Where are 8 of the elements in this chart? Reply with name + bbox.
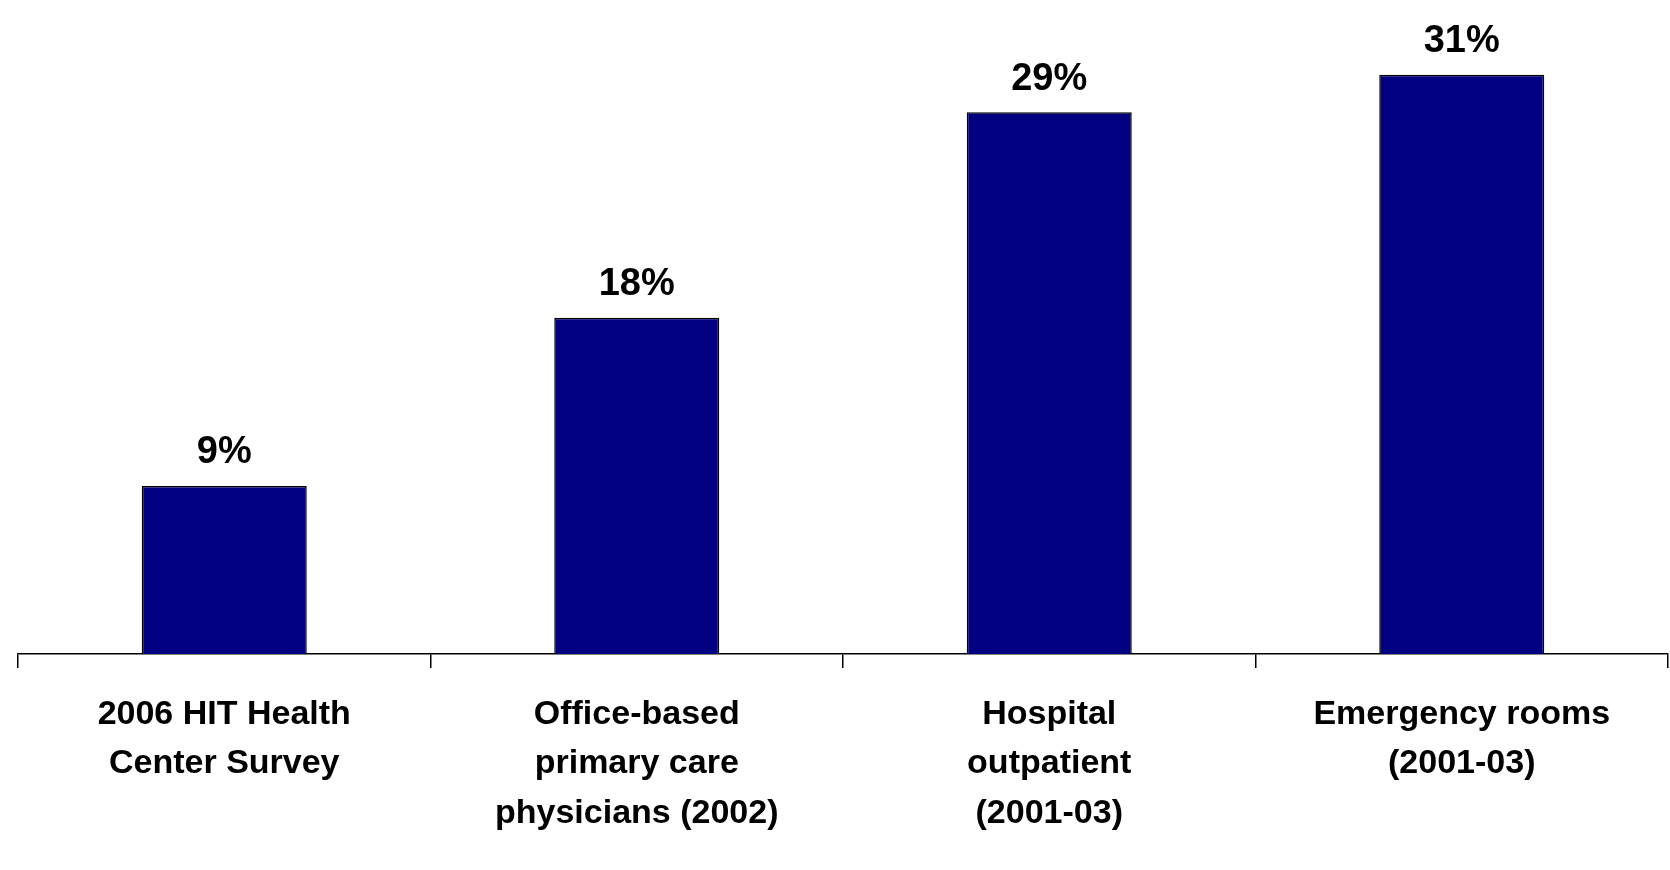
data-label: 29%	[1011, 55, 1088, 98]
x-tick-label: 2006 HIT Health Center Survey	[97, 693, 351, 781]
x-tick-label: Hospital outpatient (2001-03)	[967, 693, 1132, 830]
data-label: 9%	[196, 429, 252, 472]
x-tick-label: Emergency rooms (2001-03)	[1313, 693, 1611, 781]
x-tick-label: Office-based primary care physicians (2002)	[495, 693, 779, 830]
data-label: 31%	[1423, 18, 1500, 61]
data-label: 18%	[598, 261, 675, 304]
